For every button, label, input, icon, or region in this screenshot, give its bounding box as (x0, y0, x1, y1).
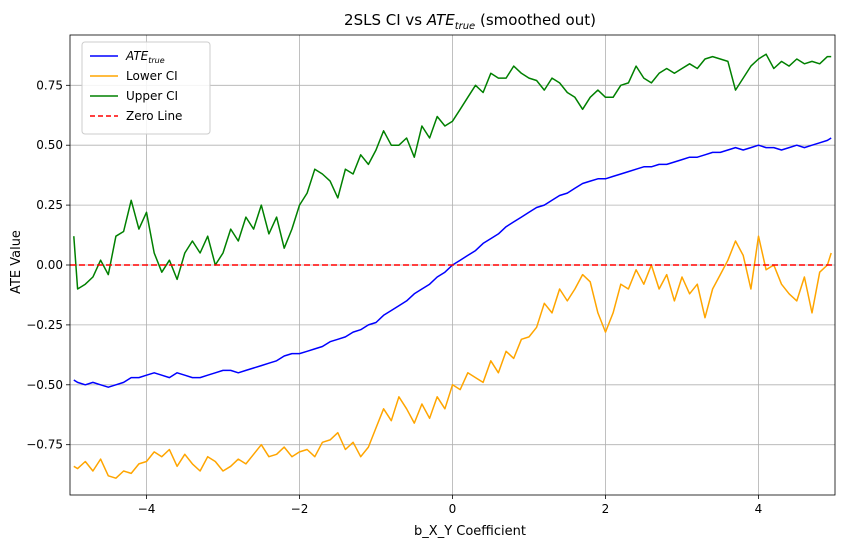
y-tick-label: 0.25 (36, 198, 63, 212)
x-tick-label: −4 (138, 502, 156, 516)
x-axis-ticks: −4 −2 0 2 4 (138, 495, 763, 516)
chart-title-math-sub: true (455, 21, 476, 32)
legend-label-upper-ci: Upper CI (126, 89, 178, 103)
series-line-upper-ci (73, 53, 832, 290)
chart-title-math-base: ATE (426, 11, 455, 29)
y-axis-label: ATE Value (9, 230, 24, 294)
y-tick-label: 0.00 (36, 258, 63, 272)
x-tick-label: 0 (449, 502, 457, 516)
x-tick-label: 4 (755, 502, 763, 516)
y-tick-label: −0.25 (26, 318, 63, 332)
legend: ATEtrue Lower CI Upper CI Zero Line (81, 41, 211, 135)
series-line-lower-ci (73, 235, 832, 479)
y-axis-ticks: −0.75 −0.50 −0.25 0.00 0.25 0.50 0.75 (26, 78, 70, 452)
chart-title-suffix: (smoothed out) (475, 11, 596, 29)
chart-title-prefix: 2SLS CI vs (344, 11, 427, 29)
series-lines (70, 53, 835, 479)
y-tick-label: 0.75 (36, 78, 63, 92)
x-tick-label: 2 (602, 502, 610, 516)
legend-box (81, 41, 211, 135)
chart-title: 2SLS CI vs ATEtrue (smoothed out) (344, 11, 596, 32)
legend-label-lower-ci: Lower CI (126, 69, 178, 83)
legend-label-ate-true: ATEtrue (125, 49, 165, 65)
legend-label-zero-line: Zero Line (126, 109, 182, 123)
y-tick-label: −0.75 (26, 438, 63, 452)
x-axis-label: b_X_Y Coefficient (414, 524, 526, 539)
y-tick-label: −0.50 (26, 378, 63, 392)
x-tick-label: −2 (291, 502, 309, 516)
y-tick-label: 0.50 (36, 138, 63, 152)
